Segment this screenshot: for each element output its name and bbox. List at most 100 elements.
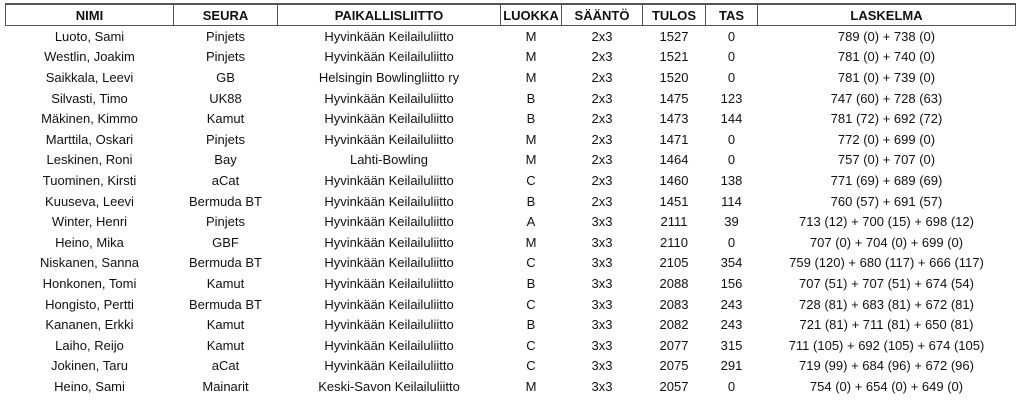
cell-result: 1471: [659, 131, 689, 147]
cell-calculation: 772 (0) + 699 (0): [837, 131, 936, 147]
cell-club: Pinjets: [205, 49, 246, 65]
cell-association: Lahti-Bowling: [349, 152, 429, 168]
cell-result: 2077: [659, 337, 689, 353]
cell-club: aCat: [211, 172, 240, 188]
cell-result: 1464: [659, 152, 689, 168]
table-row: Silvasti, Timo UK88 Hyvinkään Keilailuliit…: [6, 88, 1016, 109]
cell-association: Hyvinkään Keilailuliitto: [324, 275, 454, 291]
cell-club: Bermuda BT: [189, 255, 262, 271]
cell-name: Leskinen, Roni: [46, 152, 133, 168]
cell-calculation: 707 (0) + 704 (0) + 699 (0): [809, 234, 964, 250]
cell-association: Keski-Savon Keilailuliitto: [318, 378, 460, 394]
cell-name: Jokinen, Taru: [50, 358, 129, 374]
cell-calculation: 771 (69) + 689 (69): [830, 172, 943, 188]
cell-class: M: [525, 69, 537, 85]
cell-association: Hyvinkään Keilailuliitto: [324, 49, 454, 65]
cell-rule: 3x3: [591, 234, 613, 250]
cell-class: B: [526, 275, 536, 291]
table-row: Saikkala, Leevi GB Helsingin Bowlingliitto…: [6, 67, 1016, 88]
cell-handicap: 0: [727, 234, 736, 250]
cell-rule: 2x3: [591, 193, 613, 209]
cell-name: Heino, Sami: [54, 378, 125, 394]
cell-calculation: 747 (60) + 728 (63): [830, 90, 943, 106]
table-row: Kananen, Erkki Kamut Hyvinkään Keilailulii…: [6, 314, 1016, 335]
table-row: Heino, Mika GBF Hyvinkään Keilailuliitto M 3…: [6, 232, 1016, 253]
cell-name: Kuuseva, Leevi: [45, 193, 134, 209]
cell-association: Hyvinkään Keilailuliitto: [324, 131, 454, 147]
cell-class: C: [526, 337, 536, 353]
cell-rule: 3x3: [591, 358, 613, 374]
cell-handicap: 291: [720, 358, 743, 374]
cell-name: Mäkinen, Kimmo: [41, 111, 138, 127]
cell-calculation: 759 (120) + 680 (117) + 666 (117): [789, 255, 984, 271]
cell-result: 1520: [659, 69, 689, 85]
cell-handicap: 0: [727, 378, 736, 394]
cell-class: A: [526, 214, 536, 230]
cell-association: Hyvinkään Keilailuliitto: [324, 193, 454, 209]
cell-name: Honkonen, Tomi: [42, 275, 137, 291]
cell-result: 2110: [660, 234, 688, 250]
cell-calculation: 754 (0) + 654 (0) + 649 (0): [809, 378, 964, 394]
column-header-calculation: LASKELMA: [757, 3, 1016, 26]
cell-rule: 3x3: [591, 275, 613, 291]
cell-calculation: 728 (81) + 683 (81) + 672 (81): [799, 296, 974, 312]
cell-result: 2083: [659, 296, 689, 312]
cell-rule: 3x3: [591, 317, 613, 333]
table-row: Westlin, Joakim Pinjets Hyvinkään Keilailu…: [6, 47, 1016, 68]
cell-result: 1460: [659, 172, 689, 188]
cell-association: Hyvinkään Keilailuliitto: [324, 234, 454, 250]
cell-name: Winter, Henri: [51, 214, 128, 230]
cell-rule: 2x3: [591, 69, 613, 85]
cell-handicap: 0: [727, 49, 736, 65]
cell-calculation: 781 (0) + 739 (0): [837, 69, 936, 85]
cell-calculation: 711 (105) + 692 (105) + 674 (105): [788, 337, 985, 353]
cell-club: GB: [216, 69, 235, 85]
cell-rule: 3x3: [591, 255, 613, 271]
cell-name: Luoto, Sami: [54, 28, 125, 44]
column-header-rule: SÄÄNTÖ: [561, 3, 643, 26]
cell-result: 2111: [660, 214, 688, 230]
cell-handicap: 243: [720, 317, 743, 333]
header-row: NIMI SEURA PAIKALLISLIITTO LUOKKA SÄÄNTÖ TULO…: [5, 3, 1016, 26]
cell-class: B: [526, 90, 536, 106]
cell-handicap: 0: [727, 28, 736, 44]
cell-calculation: 781 (72) + 692 (72): [830, 111, 943, 127]
cell-name: Marttila, Oskari: [45, 131, 134, 147]
cell-club: Kamut: [206, 337, 245, 353]
column-header-name: NIMI: [5, 3, 174, 26]
table-row: Niskanen, Sanna Bermuda BT Hyvinkään Keila…: [6, 253, 1016, 274]
cell-class: M: [525, 378, 537, 394]
table-row: Leskinen, Roni Bay Lahti-Bowling M 2x3 1464 0 7…: [6, 150, 1016, 171]
cell-result: 1527: [659, 28, 689, 44]
cell-association: Hyvinkään Keilailuliitto: [324, 214, 454, 230]
cell-class: B: [526, 317, 536, 333]
cell-class: M: [525, 152, 537, 168]
cell-result: 2075: [659, 358, 689, 374]
cell-rule: 3x3: [591, 378, 613, 394]
cell-rule: 2x3: [591, 49, 613, 65]
cell-name: Westlin, Joakim: [44, 49, 135, 65]
cell-name: Laiho, Reijo: [55, 337, 124, 353]
table-body: Luoto, Sami Pinjets Hyvinkään Keilailuliit…: [6, 26, 1016, 397]
cell-handicap: 0: [727, 131, 736, 147]
cell-name: Heino, Mika: [55, 234, 124, 250]
cell-calculation: 781 (0) + 740 (0): [837, 49, 936, 65]
table-row: Kuuseva, Leevi Bermuda BT Hyvinkään Keilai…: [6, 191, 1016, 212]
cell-handicap: 156: [720, 275, 743, 291]
cell-class: C: [526, 358, 536, 374]
table-row: Hongisto, Pertti Bermuda BT Hyvinkään Keil…: [6, 294, 1016, 315]
cell-club: GBF: [212, 234, 239, 250]
cell-handicap: 144: [720, 111, 743, 127]
cell-rule: 2x3: [591, 28, 613, 44]
cell-rule: 2x3: [591, 172, 613, 188]
cell-result: 2082: [659, 317, 689, 333]
cell-rule: 3x3: [591, 296, 613, 312]
cell-club: UK88: [209, 90, 242, 106]
cell-rule: 2x3: [591, 90, 613, 106]
cell-calculation: 719 (99) + 684 (96) + 672 (96): [799, 358, 974, 374]
cell-rule: 2x3: [591, 111, 613, 127]
cell-handicap: 138: [720, 172, 743, 188]
cell-club: aCat: [211, 358, 240, 374]
cell-result: 1473: [659, 111, 689, 127]
cell-association: Hyvinkään Keilailuliitto: [324, 296, 454, 312]
